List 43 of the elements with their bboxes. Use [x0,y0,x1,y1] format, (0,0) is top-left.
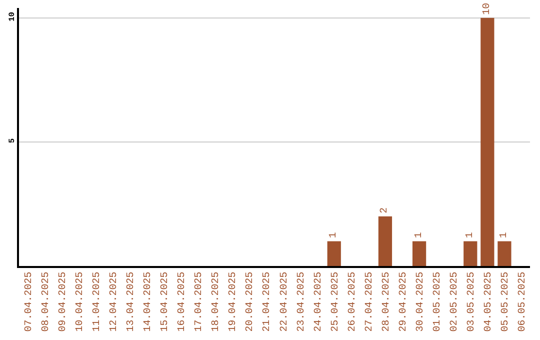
data-label: 1 [414,232,425,238]
x-tick-label: 29.04.2025 [398,272,410,332]
x-tick-label: 02.05.2025 [450,272,461,332]
x-tick-label: 19.04.2025 [228,272,240,332]
x-tick-label: 09.04.2025 [58,272,69,332]
x-tick-label: 07.04.2025 [24,272,35,332]
x-tick-label: 04.05.2025 [484,272,495,332]
x-tick-label: 08.04.2025 [40,272,52,332]
x-tick-label: 16.04.2025 [177,272,188,332]
x-tick-label: 10.04.2025 [74,272,86,332]
x-tick-label: 17.04.2025 [194,272,206,332]
x-tick-label: 12.04.2025 [108,272,120,332]
x-tick-label: 25.04.2025 [330,272,342,332]
x-tick-label: 13.04.2025 [126,272,137,332]
x-tick-label: 30.04.2025 [416,272,427,332]
x-tick-label: 27.04.2025 [364,272,376,332]
data-label: 2 [380,207,391,214]
bar [464,241,478,266]
x-tick-label: 05.05.2025 [500,272,512,332]
x-tick-label: 24.04.2025 [313,272,324,332]
bar [498,241,512,266]
data-label: 10 [482,2,493,15]
y-tick-label: 5 [8,138,18,144]
x-tick-label: 23.04.2025 [296,272,308,332]
bar [412,241,426,266]
data-label: 1 [464,232,476,238]
bar [327,241,341,266]
x-tick-label: 18.04.2025 [211,272,222,332]
x-tick-label: 11.04.2025 [92,272,103,332]
x-tick-label: 01.05.2025 [432,272,444,332]
bar [480,18,494,266]
x-tick-label: 21.04.2025 [262,272,274,332]
x-tick-label: 06.05.2025 [518,272,529,332]
x-tick-label: 22.04.2025 [279,272,290,332]
data-label: 1 [328,232,340,238]
bar [378,216,392,266]
x-tick-label: 26.04.2025 [347,272,358,332]
x-tick-label: 20.04.2025 [245,272,256,332]
x-tick-label: 15.04.2025 [160,272,172,332]
x-tick-label: 03.05.2025 [466,272,478,332]
x-tick-label: 28.04.2025 [381,272,392,332]
data-label: 1 [498,232,510,238]
x-tick-label: 14.04.2025 [143,272,154,332]
